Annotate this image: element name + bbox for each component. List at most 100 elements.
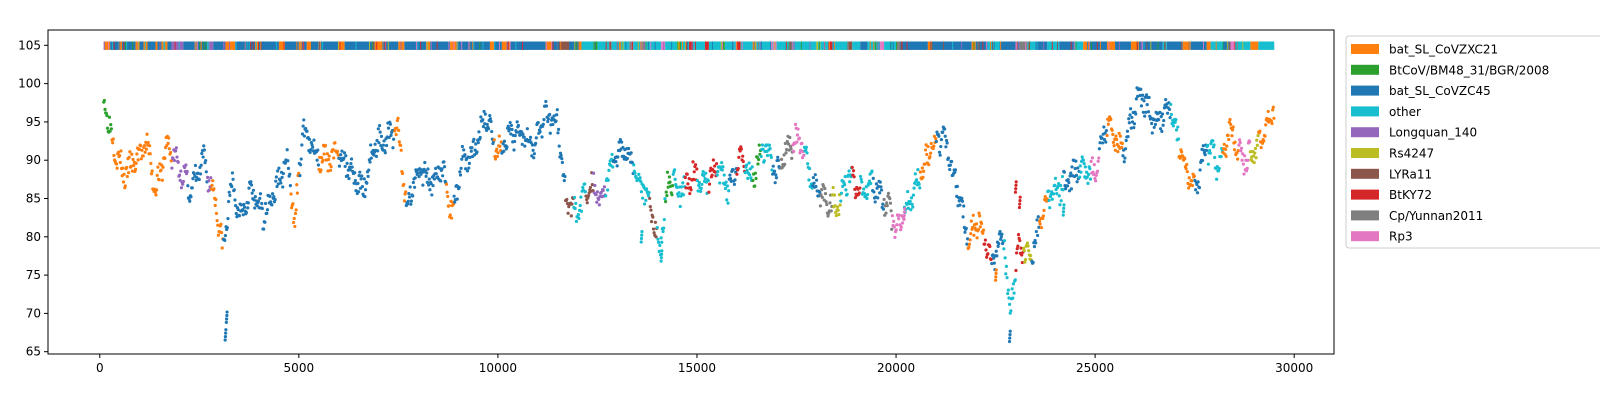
data-point (1037, 225, 1041, 229)
data-point (1097, 156, 1101, 160)
band-stripe (1164, 41, 1166, 50)
data-point (326, 169, 330, 173)
data-point (232, 188, 236, 192)
data-point (1132, 125, 1136, 130)
data-point (467, 166, 471, 170)
data-point (169, 150, 173, 155)
data-point (782, 153, 786, 157)
data-point (283, 161, 287, 165)
data-point (1074, 173, 1079, 177)
band-stripe (262, 41, 264, 50)
data-point (1164, 98, 1168, 102)
data-point (1112, 144, 1116, 148)
data-point (534, 136, 538, 140)
data-point (209, 176, 213, 180)
data-point (899, 225, 903, 229)
data-point (272, 195, 276, 199)
data-point (136, 158, 140, 162)
data-point (926, 144, 930, 149)
band-stripe (791, 41, 793, 50)
band-stripe (977, 41, 979, 50)
data-point (1065, 184, 1070, 188)
data-point (316, 148, 320, 152)
band-stripe (1242, 41, 1244, 50)
data-point (1016, 232, 1021, 237)
data-point (834, 210, 838, 215)
data-point (610, 152, 614, 157)
band-stripe (686, 41, 688, 50)
data-point (964, 226, 968, 230)
data-point (960, 199, 965, 203)
data-point (493, 157, 498, 161)
data-point (661, 229, 665, 234)
band-segment (704, 41, 709, 50)
band-stripe (574, 41, 576, 50)
band-segment (1059, 41, 1076, 50)
band-stripe (982, 41, 984, 50)
band-stripe (420, 41, 422, 50)
data-point (142, 143, 147, 148)
data-point (651, 227, 656, 231)
data-point (1059, 199, 1063, 203)
data-point (627, 146, 631, 151)
data-point (408, 185, 412, 189)
data-point (1147, 95, 1151, 100)
data-point (1123, 156, 1127, 160)
data-point (140, 148, 144, 152)
band-segment (1166, 41, 1183, 50)
data-point (1015, 246, 1019, 251)
band-stripe (1215, 41, 1217, 50)
data-point (1081, 158, 1086, 162)
data-point (225, 226, 229, 230)
data-point (388, 122, 392, 126)
data-point (1230, 128, 1235, 132)
data-point (1082, 161, 1086, 166)
data-point (1118, 134, 1123, 138)
data-point (1089, 159, 1093, 163)
data-point (366, 174, 370, 179)
data-point (1195, 191, 1200, 195)
data-point (114, 162, 119, 166)
data-point (618, 137, 622, 142)
data-point (807, 178, 811, 182)
data-point (1270, 121, 1274, 126)
data-point (1150, 121, 1154, 126)
data-point (481, 125, 486, 129)
data-point (917, 182, 921, 186)
data-point (1237, 143, 1241, 147)
data-point (1005, 276, 1009, 280)
data-point (1111, 132, 1115, 137)
band-segment (157, 41, 162, 50)
data-point (1228, 117, 1232, 122)
data-point (389, 133, 393, 137)
data-point (696, 189, 700, 193)
data-point (893, 235, 897, 239)
band-stripe (1150, 41, 1152, 50)
data-point (937, 150, 942, 154)
band-segment (776, 41, 789, 50)
data-point (733, 178, 737, 182)
data-point (850, 165, 854, 169)
band-stripe (461, 41, 463, 50)
data-point (559, 153, 563, 158)
data-point (853, 187, 857, 192)
data-point (386, 126, 391, 130)
data-point (1184, 166, 1188, 171)
band-segment (708, 41, 721, 50)
data-point (1067, 180, 1071, 185)
data-point (379, 134, 384, 138)
data-point (597, 203, 601, 207)
data-point (167, 136, 171, 140)
y-tick-label: 80 (26, 230, 41, 244)
data-point (969, 232, 973, 236)
data-point (156, 165, 160, 169)
data-point-outlier (224, 331, 228, 335)
data-point (462, 148, 466, 152)
data-point (1202, 148, 1206, 152)
band-segment (832, 41, 849, 50)
data-point (427, 177, 431, 181)
data-point (713, 164, 717, 168)
band-stripe (687, 41, 689, 50)
band-stripe (384, 41, 386, 50)
legend-label: Longquan_140 (1389, 126, 1477, 140)
